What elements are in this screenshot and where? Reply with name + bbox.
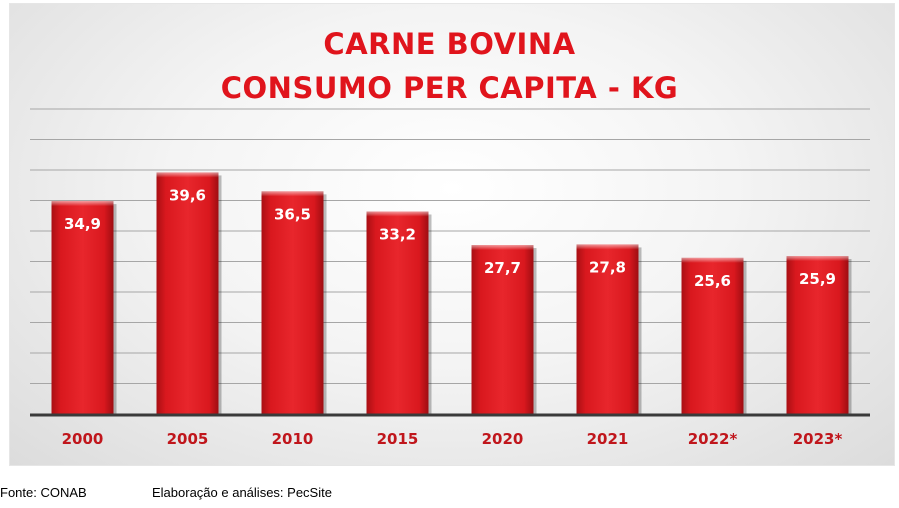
bar-highlight	[576, 244, 639, 250]
x-tick-label: 2022*	[688, 430, 738, 448]
bar	[786, 256, 849, 414]
bar-2020: 27,7	[471, 245, 537, 414]
chart-title-line-2: CONSUMO PER CAPITA - KG	[220, 71, 679, 105]
data-label: 33,2	[379, 225, 416, 243]
bar-2005: 39,6	[156, 172, 222, 414]
x-axis-labels: 2000 2005 2010 2015 2020 2021 2022* 2023*	[62, 430, 843, 448]
bar	[261, 191, 324, 414]
bar-2010: 36,5	[261, 191, 327, 414]
footer-source: Fonte: CONAB	[0, 485, 87, 500]
data-label: 27,8	[589, 258, 626, 276]
bar-highlight	[51, 201, 114, 207]
bar-highlight	[471, 245, 534, 251]
bar-highlight	[366, 211, 429, 217]
bar	[471, 245, 534, 414]
x-tick-label: 2020	[482, 430, 524, 448]
bar-2022*: 25,6	[681, 257, 747, 414]
x-tick-label: 2015	[377, 430, 419, 448]
x-tick-label: 2023*	[793, 430, 843, 448]
data-label: 27,7	[484, 259, 521, 277]
bar-2015: 33,2	[366, 211, 432, 414]
bar	[576, 244, 639, 414]
bar-chart: 34,939,636,533,227,7 27,825,6 25,9 2000 200…	[30, 108, 870, 448]
bar	[51, 201, 114, 414]
bars: 34,9 39,6 36,5 33,2 27,7 27,8 25,6 25,9	[51, 172, 852, 414]
bar-highlight	[156, 172, 219, 178]
bar-highlight	[261, 191, 324, 197]
bar	[366, 211, 429, 414]
bar-highlight	[786, 256, 849, 262]
data-label: 25,6	[694, 272, 731, 290]
x-tick-label: 2010	[272, 430, 314, 448]
data-label: 25,9	[799, 270, 836, 288]
chart-title-line-1: CARNE BOVINA	[323, 27, 576, 61]
data-label: 34,9	[64, 215, 101, 233]
bar-2021: 27,8	[576, 244, 642, 414]
footer-credit: Elaboração e análises: PecSite	[152, 485, 332, 500]
bar-2023*: 25,9	[786, 256, 852, 414]
x-tick-label: 2000	[62, 430, 104, 448]
bar	[156, 172, 219, 414]
x-tick-label: 2021	[587, 430, 629, 448]
bar-2000: 34,9	[51, 201, 117, 414]
bar	[681, 257, 744, 414]
data-label: 36,5	[274, 205, 311, 223]
data-label: 39,6	[169, 186, 206, 204]
bar-highlight	[681, 257, 744, 263]
x-tick-label: 2005	[167, 430, 209, 448]
